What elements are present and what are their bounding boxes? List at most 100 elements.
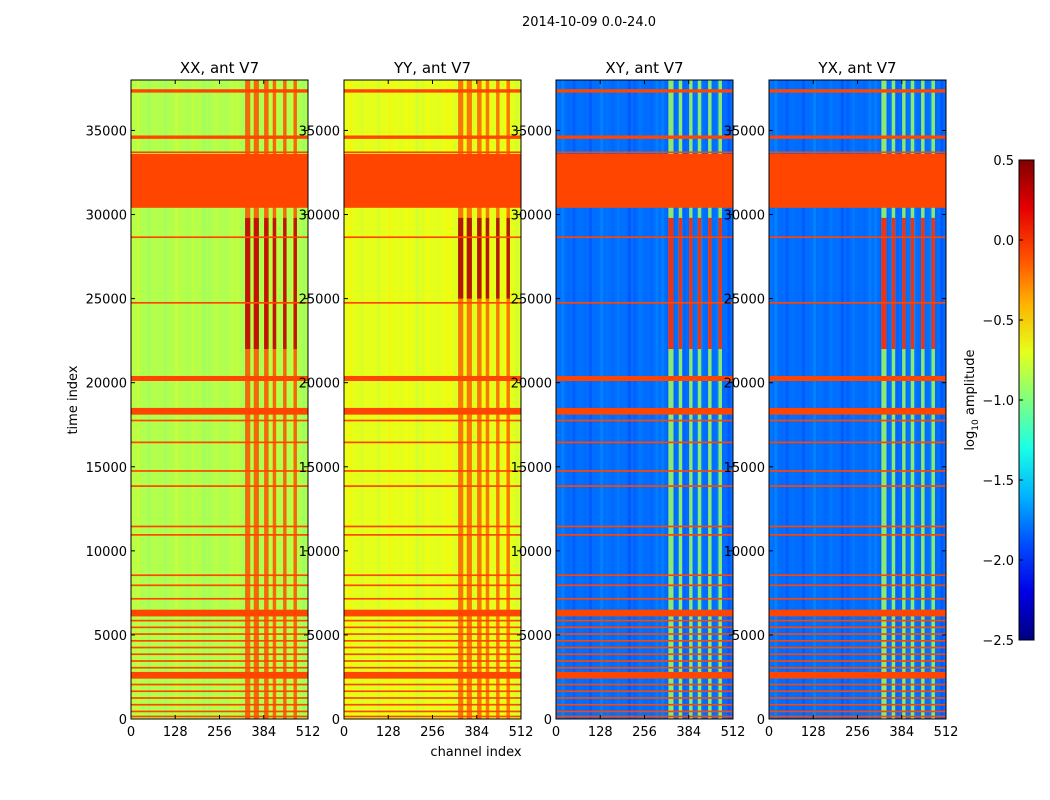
flagged-band bbox=[556, 633, 733, 635]
channel-stripe bbox=[471, 80, 474, 719]
panel-title: XX, ant V7 bbox=[180, 59, 259, 77]
channel-stripe bbox=[432, 80, 436, 719]
channel-stripe bbox=[923, 80, 927, 719]
flagged-band bbox=[344, 653, 521, 656]
flagged-band bbox=[131, 646, 308, 649]
channel-stripe bbox=[344, 80, 347, 719]
channel-stripe bbox=[622, 80, 626, 719]
y-tick-label: 10000 bbox=[86, 545, 127, 560]
flagged-band bbox=[556, 646, 733, 649]
heatmap-3 bbox=[769, 80, 946, 719]
heatmap-1 bbox=[344, 80, 521, 719]
flagged-band bbox=[344, 697, 521, 699]
flagged-band bbox=[131, 153, 308, 208]
flagged-band bbox=[769, 236, 946, 239]
hot-time-patch bbox=[264, 217, 269, 350]
channel-stripe bbox=[241, 80, 245, 719]
channel-stripe bbox=[835, 80, 839, 719]
y-tick-label: 20000 bbox=[724, 377, 765, 392]
x-axis-label: channel index bbox=[430, 745, 521, 760]
x-tick-label: 256 bbox=[207, 725, 232, 740]
flagged-band bbox=[344, 525, 521, 528]
flagged-band bbox=[131, 626, 308, 629]
x-tick-label: 384 bbox=[251, 725, 276, 740]
flagged-band bbox=[556, 419, 733, 422]
hot-time-patch bbox=[477, 217, 482, 299]
hot-channel-column bbox=[485, 80, 490, 719]
channel-stripe bbox=[929, 80, 933, 719]
flagged-band bbox=[131, 441, 308, 444]
flagged-band bbox=[131, 639, 308, 642]
flagged-band bbox=[131, 135, 308, 139]
flagged-band bbox=[131, 419, 308, 422]
flagged-band bbox=[556, 135, 733, 139]
flagged-band bbox=[344, 633, 521, 635]
hot-time-patch bbox=[678, 217, 683, 350]
x-tick-label: 128 bbox=[376, 725, 401, 740]
flagged-band bbox=[769, 89, 946, 93]
channel-stripe bbox=[213, 80, 217, 719]
y-tick-label: 25000 bbox=[511, 293, 552, 308]
colorbar-tick-label: 0.0 bbox=[993, 234, 1014, 249]
y-tick-label: 0 bbox=[757, 713, 765, 728]
hot-channel-column bbox=[283, 80, 287, 719]
flagged-band bbox=[344, 301, 521, 304]
flagged-band bbox=[344, 609, 521, 617]
channel-stripe bbox=[807, 80, 811, 719]
flagged-band bbox=[344, 135, 521, 139]
x-tick-label: 256 bbox=[420, 725, 445, 740]
hot-channel-column bbox=[272, 80, 277, 719]
flagged-band bbox=[769, 646, 946, 649]
flagged-band bbox=[556, 609, 733, 617]
hot-time-patch bbox=[466, 217, 472, 299]
flagged-band bbox=[556, 703, 733, 706]
panel-title: YY, ant V7 bbox=[393, 59, 471, 77]
flagged-band bbox=[344, 153, 521, 208]
y-tick-label: 35000 bbox=[299, 124, 340, 139]
hot-channel-column bbox=[496, 80, 500, 719]
flagged-band bbox=[131, 666, 308, 669]
channel-stripe bbox=[896, 80, 899, 719]
hot-time-patch bbox=[485, 217, 490, 299]
hot-time-patch bbox=[506, 217, 510, 299]
hot-channel-column bbox=[458, 80, 464, 719]
y-tick-label: 15000 bbox=[511, 461, 552, 476]
x-tick-label: 512 bbox=[934, 725, 959, 740]
flagged-band bbox=[556, 690, 733, 693]
hot-time-patch bbox=[891, 217, 896, 350]
hot-channel-column bbox=[668, 80, 674, 719]
channel-stripe bbox=[153, 80, 156, 719]
channel-stripe bbox=[705, 80, 709, 719]
flagged-band bbox=[556, 525, 733, 528]
channel-stripe bbox=[404, 80, 408, 719]
channel-stripe bbox=[605, 80, 609, 719]
channel-stripe bbox=[186, 80, 190, 719]
hot-time-patch bbox=[902, 217, 906, 350]
channel-stripe bbox=[449, 80, 452, 719]
flagged-band bbox=[556, 470, 733, 472]
hot-channel-column bbox=[718, 80, 722, 719]
panels-group: XX, ant V7 0 128 256 384 512 0 5000 10000 15000 20… bbox=[86, 59, 959, 740]
flagged-band bbox=[769, 666, 946, 669]
flagged-band bbox=[556, 626, 733, 629]
flagged-band bbox=[344, 710, 521, 713]
flagged-band bbox=[556, 89, 733, 93]
flagged-band bbox=[769, 633, 946, 635]
flagged-band bbox=[344, 419, 521, 422]
hot-channel-column bbox=[697, 80, 702, 719]
flagged-band bbox=[131, 697, 308, 699]
y-tick-label: 20000 bbox=[299, 377, 340, 392]
flagged-band bbox=[556, 151, 733, 154]
y-tick-label: 5000 bbox=[732, 629, 765, 644]
channel-stripe bbox=[136, 80, 140, 719]
channel-stripe bbox=[716, 80, 720, 719]
channel-stripe bbox=[360, 80, 364, 719]
flagged-band bbox=[556, 485, 733, 487]
channel-stripe bbox=[650, 80, 653, 719]
channel-stripe bbox=[791, 80, 794, 719]
flagged-band bbox=[769, 690, 946, 693]
hot-channel-column bbox=[891, 80, 896, 719]
flagged-band bbox=[131, 660, 308, 662]
y-tick-label: 25000 bbox=[724, 293, 765, 308]
flagged-band bbox=[769, 485, 946, 487]
